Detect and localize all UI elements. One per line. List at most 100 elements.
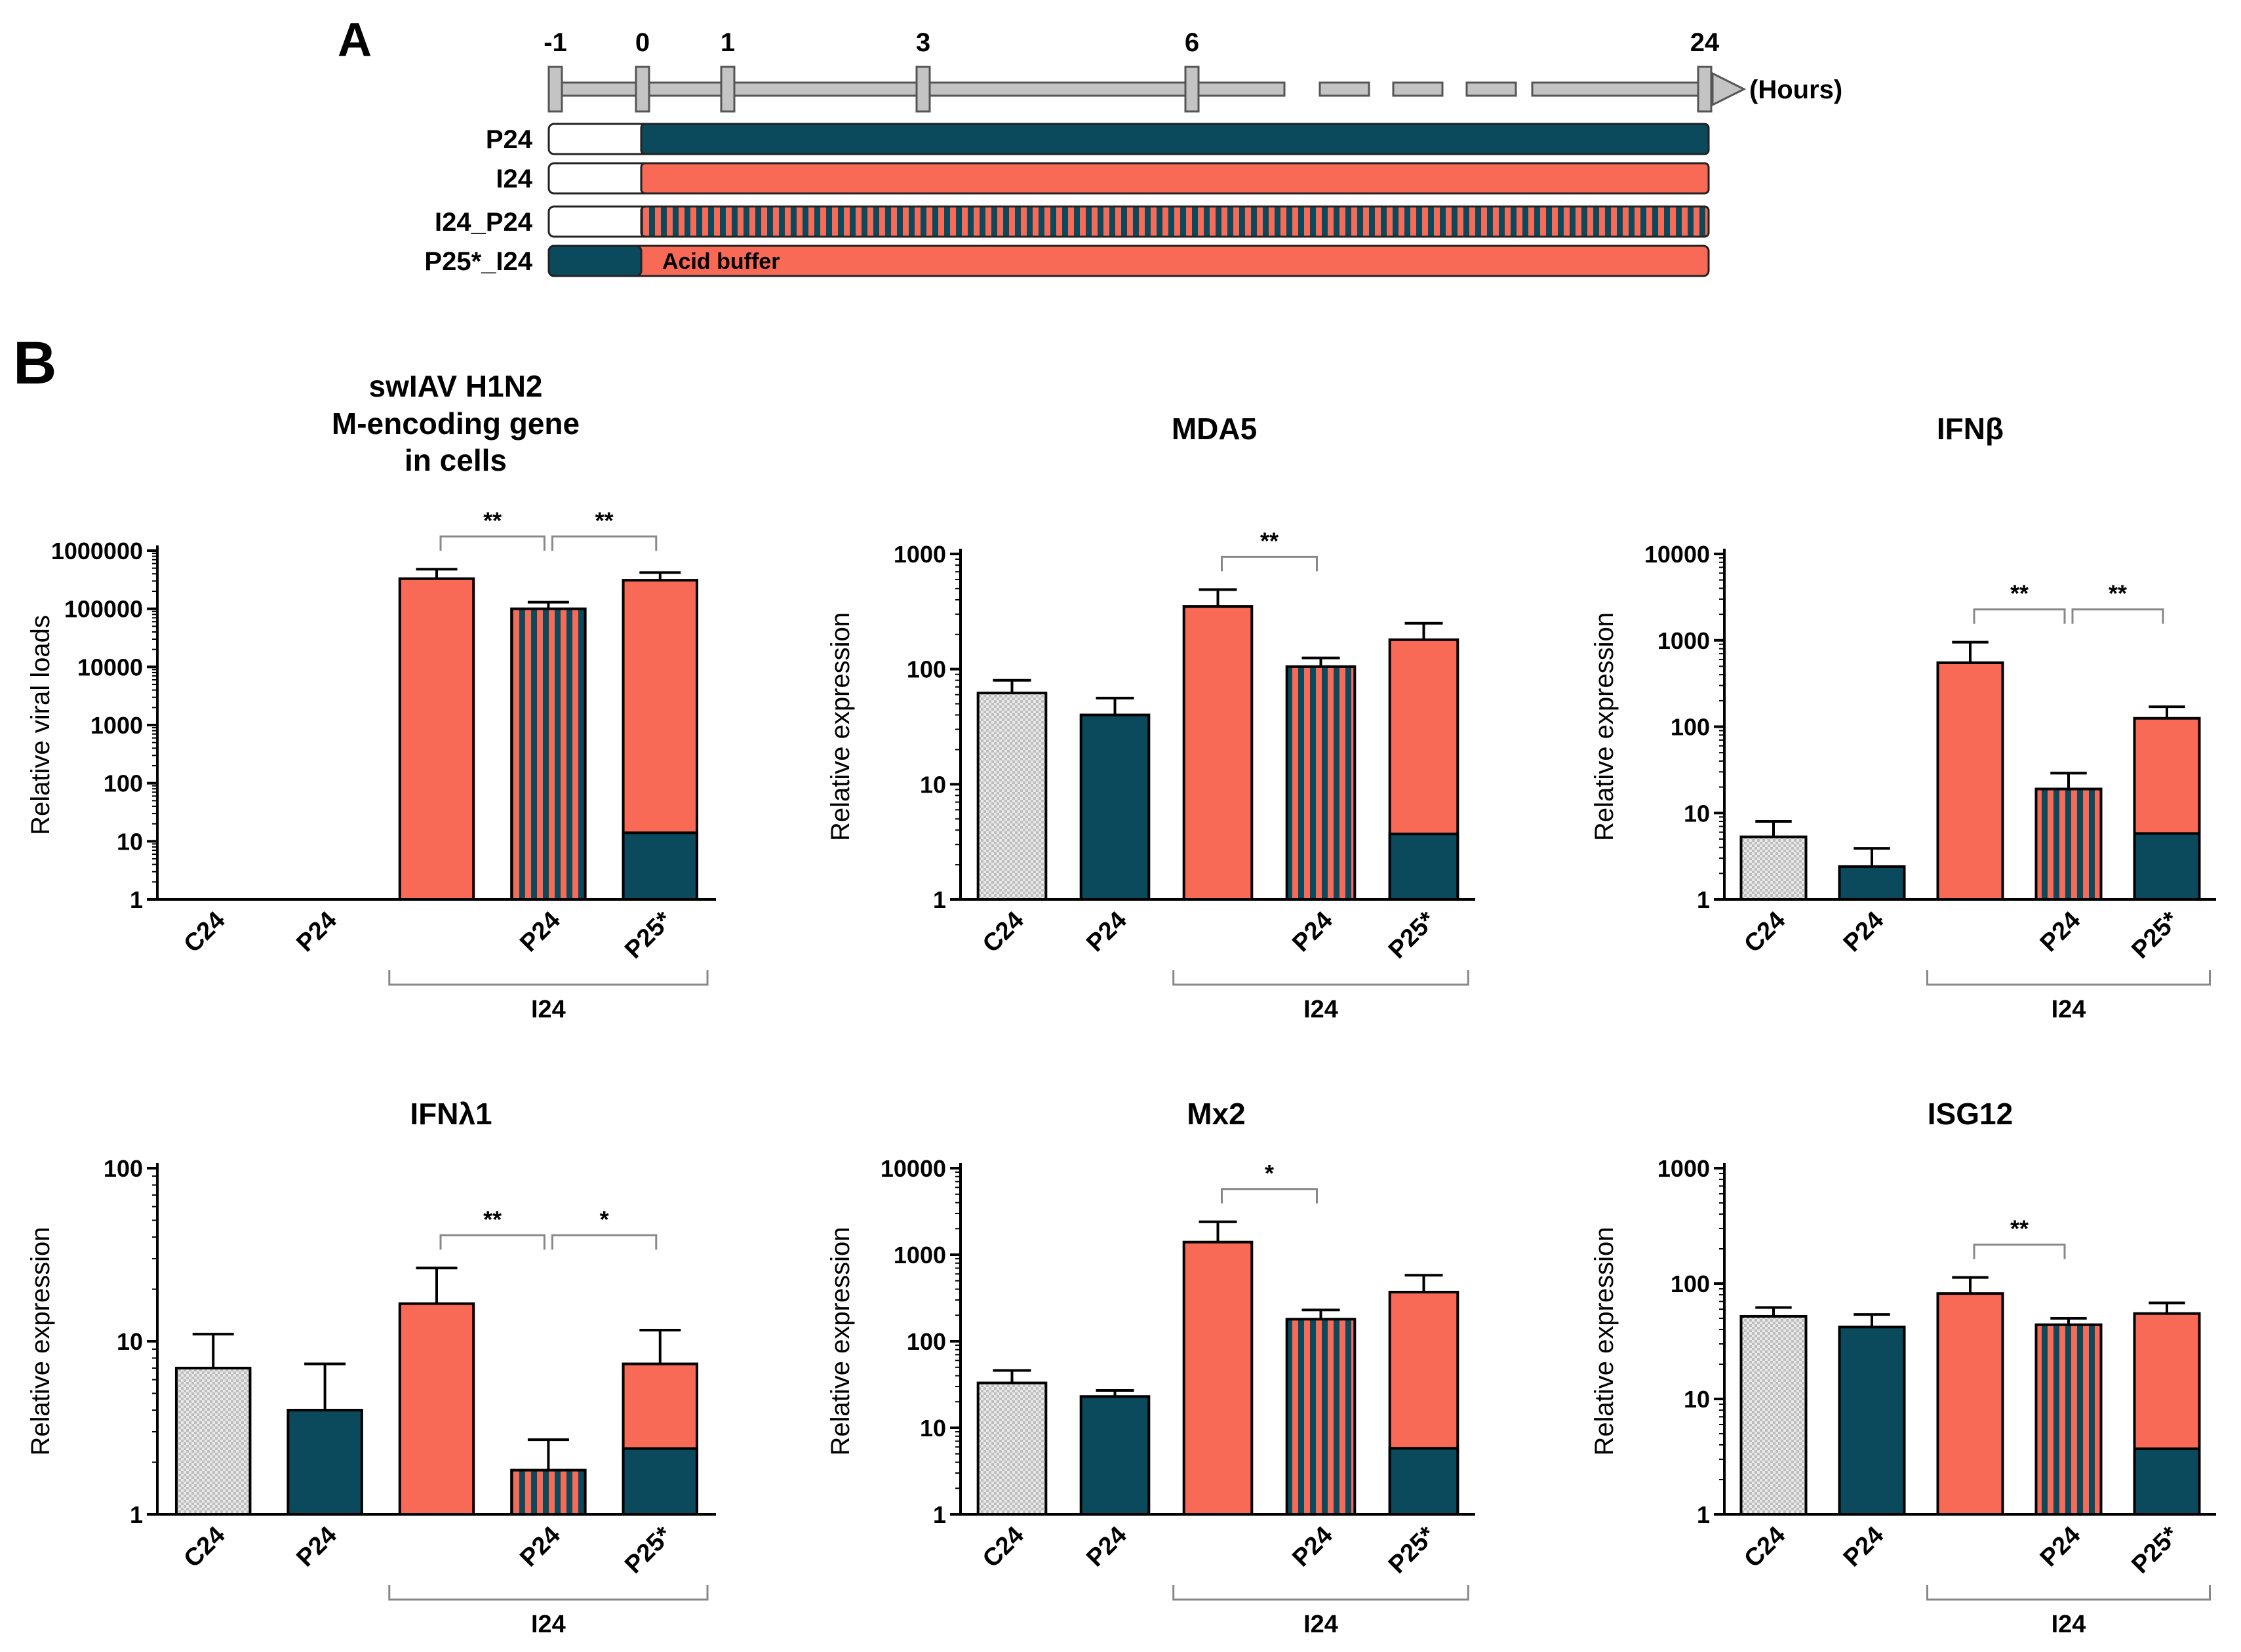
protocol-bar-dark	[547, 245, 643, 277]
y-tick-label: 100	[1671, 1270, 1710, 1297]
timeline-tick	[635, 66, 650, 113]
group-bracket	[388, 1585, 709, 1601]
panel-a-letter: A	[338, 14, 372, 66]
timeline-axis-end	[1531, 81, 1716, 97]
x-tick-label: C24	[1739, 907, 1791, 958]
x-tick-label: P24	[1081, 907, 1132, 958]
y-tick-label: 10	[117, 1328, 143, 1355]
significance-label: **	[2010, 580, 2029, 607]
timeline-tick-label: 3	[916, 28, 930, 57]
bar	[1079, 713, 1151, 901]
significance-label: *	[1265, 1160, 1274, 1187]
protocol-bar-fill	[640, 205, 1710, 238]
x-tick-label: P25*	[1383, 1522, 1441, 1579]
bar	[1739, 835, 1808, 901]
timeline-tick-label: -1	[544, 28, 567, 57]
x-tick-label: C24	[978, 1522, 1029, 1573]
chart-3: IFNλ1 1 10 100 Relative expression C24 P24 P24 P…	[26, 1097, 716, 1638]
bar	[976, 1381, 1048, 1516]
y-tick-label: 100	[907, 1328, 946, 1355]
x-tick-label: C24	[179, 1522, 231, 1573]
y-tick-label: 1000	[894, 1242, 946, 1268]
group-bracket	[388, 970, 709, 986]
y-tick-label: 1000	[1657, 1155, 1710, 1182]
group-label: I24	[2052, 1611, 2086, 1638]
significance-label: **	[483, 1206, 502, 1232]
x-tick-label: P24	[1287, 907, 1338, 958]
y-tick-label: 1	[130, 1501, 143, 1528]
y-tick-label: 10000	[881, 1155, 946, 1182]
significance-bracket	[551, 1234, 658, 1250]
bar	[1936, 1292, 2004, 1516]
timeline-tick	[915, 66, 931, 113]
y-tick-label: 100	[104, 770, 143, 797]
x-tick-label: C24	[978, 907, 1029, 958]
bar	[510, 607, 587, 901]
timeline-tick	[1184, 66, 1200, 113]
timeline-tick-label: 1	[721, 28, 735, 57]
bar	[1838, 1326, 1906, 1516]
x-tick-label: P24	[1081, 1522, 1132, 1573]
timeline-tick	[720, 66, 736, 113]
group-bracket	[1172, 970, 1469, 986]
y-tick-label: 100	[1671, 714, 1710, 741]
protocol-row-label: P25*_I24	[424, 247, 532, 276]
y-tick-label: 100	[104, 1155, 143, 1182]
chart-title: M-encoding gene	[332, 406, 580, 441]
x-tick-label: P24	[1838, 1522, 1890, 1573]
y-tick-label: 1	[1697, 886, 1710, 913]
bar	[398, 1302, 475, 1516]
timeline-unit-label: (Hours)	[1749, 75, 1842, 104]
timeline-tick	[1697, 66, 1713, 113]
bar	[1739, 1314, 1808, 1516]
panel-a-timeline: (Hours) -1 0 1 3 6 24 P24 I24 I24_P24 P25*_I24 Acid…	[424, 28, 1842, 277]
y-axis-label: Relative expression	[1590, 1227, 1619, 1455]
x-tick-label: P24	[291, 907, 342, 958]
x-tick-label: P24	[2035, 907, 2086, 958]
x-tick-label: P25*	[2126, 907, 2184, 964]
chart-5: ISG12 1 10 100 1000 Relative expression C24 P24…	[1590, 1097, 2216, 1638]
timeline-dash-2	[1465, 81, 1517, 97]
y-tick-label: 10	[1684, 1386, 1710, 1413]
bar	[174, 1366, 252, 1516]
y-tick-label: 1000	[894, 541, 946, 568]
bar-inner-segment	[2133, 832, 2201, 901]
chart-title: Mx2	[1187, 1097, 1245, 1131]
timeline-tick-label: 24	[1690, 28, 1720, 57]
protocol-bar-fill	[640, 123, 1710, 155]
group-label: I24	[1303, 996, 1338, 1023]
y-axis-label: Relative viral loads	[26, 615, 55, 835]
bar	[2034, 1323, 2103, 1516]
y-tick-label: 10	[117, 828, 143, 855]
significance-bracket	[1221, 1188, 1318, 1204]
x-tick-label: P24	[291, 1522, 342, 1573]
y-tick-label: 1	[1697, 1501, 1710, 1528]
acid-buffer-label: Acid buffer	[662, 249, 780, 274]
x-tick-label: P24	[1287, 1522, 1338, 1573]
chart-1: MDA5 1 10 100 1000 Relative expression C24 P24 P…	[826, 412, 1475, 1023]
group-bracket	[1926, 1585, 2211, 1601]
y-tick-label: 10	[920, 1415, 946, 1442]
y-axis-label: Relative expression	[826, 1227, 855, 1455]
bar	[976, 692, 1048, 901]
protocol-row-label: I24	[496, 165, 532, 193]
y-tick-label: 10	[920, 771, 946, 798]
y-tick-label: 1	[933, 886, 946, 913]
panel-b-letter: B	[13, 330, 56, 397]
bar	[2034, 787, 2103, 901]
y-tick-label: 1	[933, 1501, 946, 1528]
protocol-row-label: P24	[486, 125, 533, 154]
significance-bracket	[1221, 555, 1318, 572]
significance-bracket	[439, 1234, 545, 1250]
x-tick-label: C24	[1739, 1522, 1791, 1573]
x-tick-label: P24	[515, 1522, 566, 1573]
group-bracket	[1172, 1585, 1469, 1601]
x-tick-label: P25*	[620, 907, 677, 964]
protocol-bar-fill	[640, 162, 1710, 195]
x-tick-label: C24	[179, 907, 231, 958]
bar-inner-segment	[622, 831, 699, 901]
y-tick-label: 1000	[90, 712, 143, 739]
timeline-tick	[547, 66, 563, 113]
